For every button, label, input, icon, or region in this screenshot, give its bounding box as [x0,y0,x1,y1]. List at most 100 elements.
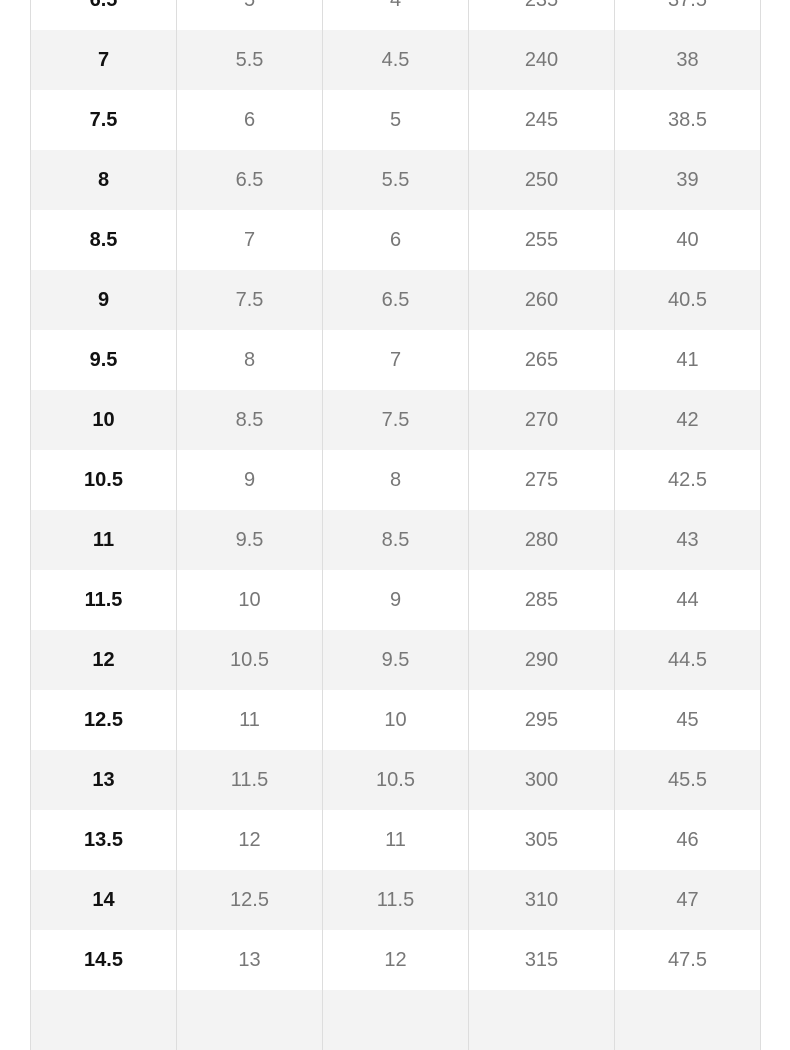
table-row: 13 11.5 10.5 300 45.5 [30,750,761,810]
table-row: 14.5 13 12 315 47.5 [30,930,761,990]
size-cell-us-men: 12 [30,630,177,690]
size-cell-us-men: 8 [30,150,177,210]
size-cell: 44.5 [614,630,761,690]
size-cell: 41 [614,330,761,390]
size-cell: 42.5 [614,450,761,510]
size-cell-us-men: 11.5 [30,570,177,630]
size-cell: 9.5 [176,510,323,570]
size-cell-us-men: 9 [30,270,177,330]
table-row: 14 12.5 11.5 310 47 [30,870,761,930]
size-cell: 43 [614,510,761,570]
size-cell: 7.5 [176,270,323,330]
size-cell: 11.5 [176,750,323,810]
size-cell: 7.5 [322,390,469,450]
table-row: 7 5.5 4.5 240 38 [30,30,761,90]
size-cell-us-men: 13.5 [30,810,177,870]
table-row: 12 10.5 9.5 290 44.5 [30,630,761,690]
size-cell-us-men: 12.5 [30,690,177,750]
size-cell: 285 [468,570,615,630]
size-cell: 290 [468,630,615,690]
size-cell-us-men: 13 [30,750,177,810]
size-cell: 42 [614,390,761,450]
size-cell: 8.5 [322,510,469,570]
size-cell-us-men: 14.5 [30,930,177,990]
size-cell: 6.5 [322,270,469,330]
size-chart-table: 6.55423537.575.54.5240387.56524538.586.5… [30,0,761,1050]
size-cell [176,990,323,1050]
size-cell-us-men: 10.5 [30,450,177,510]
size-cell: 6.5 [176,150,323,210]
table-row: 9 7.5 6.5 260 40.5 [30,270,761,330]
size-cell: 295 [468,690,615,750]
size-cell: 4.5 [322,30,469,90]
table-row: 9.5 8 7 265 41 [30,330,761,390]
size-cell: 7 [322,330,469,390]
table-row: 10.5 9 8 275 42.5 [30,450,761,510]
size-cell: 39 [614,150,761,210]
size-cell: 40 [614,210,761,270]
size-cell: 10 [176,570,323,630]
size-cell: 245 [468,90,615,150]
size-cell: 7 [176,210,323,270]
size-cell: 37.5 [614,0,761,30]
size-cell: 5 [176,0,323,30]
size-cell: 260 [468,270,615,330]
table-row: 10 8.5 7.5 270 42 [30,390,761,450]
size-cell: 38 [614,30,761,90]
size-cell: 12.5 [176,870,323,930]
table-row: 7.5 6 5 245 38.5 [30,90,761,150]
size-cell-us-men: 10 [30,390,177,450]
size-cell [322,990,469,1050]
size-cell: 6 [176,90,323,150]
size-cell: 10.5 [322,750,469,810]
size-cell: 300 [468,750,615,810]
size-cell-us-men: 11 [30,510,177,570]
size-cell [468,990,615,1050]
size-cell: 12 [322,930,469,990]
size-cell: 4 [322,0,469,30]
size-cell: 38.5 [614,90,761,150]
size-cell-us-men: 8.5 [30,210,177,270]
size-cell: 310 [468,870,615,930]
size-cell: 47.5 [614,930,761,990]
size-cell-us-men: 7.5 [30,90,177,150]
size-cell: 275 [468,450,615,510]
size-cell: 9.5 [322,630,469,690]
size-cell: 11 [322,810,469,870]
table-row: 13.5 12 11 305 46 [30,810,761,870]
table-row [30,990,761,1050]
size-cell: 8 [176,330,323,390]
size-cell: 270 [468,390,615,450]
size-cell: 13 [176,930,323,990]
size-cell: 9 [176,450,323,510]
table-row: 8.5 7 6 255 40 [30,210,761,270]
size-cell: 255 [468,210,615,270]
size-cell: 8.5 [176,390,323,450]
size-cell: 305 [468,810,615,870]
size-cell: 240 [468,30,615,90]
size-cell: 5.5 [176,30,323,90]
size-cell: 250 [468,150,615,210]
size-cell: 6 [322,210,469,270]
size-cell [614,990,761,1050]
size-cell-us-men: 6.5 [30,0,177,30]
size-cell: 47 [614,870,761,930]
size-cell: 8 [322,450,469,510]
size-cell: 10 [322,690,469,750]
size-cell: 265 [468,330,615,390]
size-cell: 9 [322,570,469,630]
table-row: 12.5 11 10 295 45 [30,690,761,750]
size-cell: 280 [468,510,615,570]
size-cell-us-men: 9.5 [30,330,177,390]
table-row: 11.5 10 9 285 44 [30,570,761,630]
table-row: 8 6.5 5.5 250 39 [30,150,761,210]
size-cell: 235 [468,0,615,30]
table-row: 11 9.5 8.5 280 43 [30,510,761,570]
size-cell: 315 [468,930,615,990]
size-cell: 10.5 [176,630,323,690]
size-cell-us-men: 14 [30,870,177,930]
size-cell: 46 [614,810,761,870]
size-cell: 45 [614,690,761,750]
size-cell: 11.5 [322,870,469,930]
size-cell: 11 [176,690,323,750]
